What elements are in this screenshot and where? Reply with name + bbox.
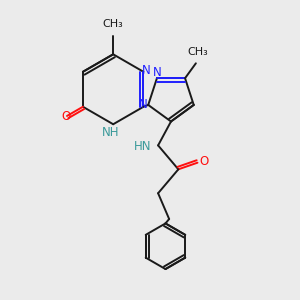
Text: HN: HN [134,140,152,153]
Text: NH: NH [101,126,119,139]
Text: CH₃: CH₃ [187,47,208,57]
Text: O: O [61,110,70,123]
Text: O: O [200,155,209,169]
Text: N: N [153,66,162,79]
Text: CH₃: CH₃ [103,19,124,29]
Text: N: N [142,64,151,77]
Text: N: N [139,98,148,111]
